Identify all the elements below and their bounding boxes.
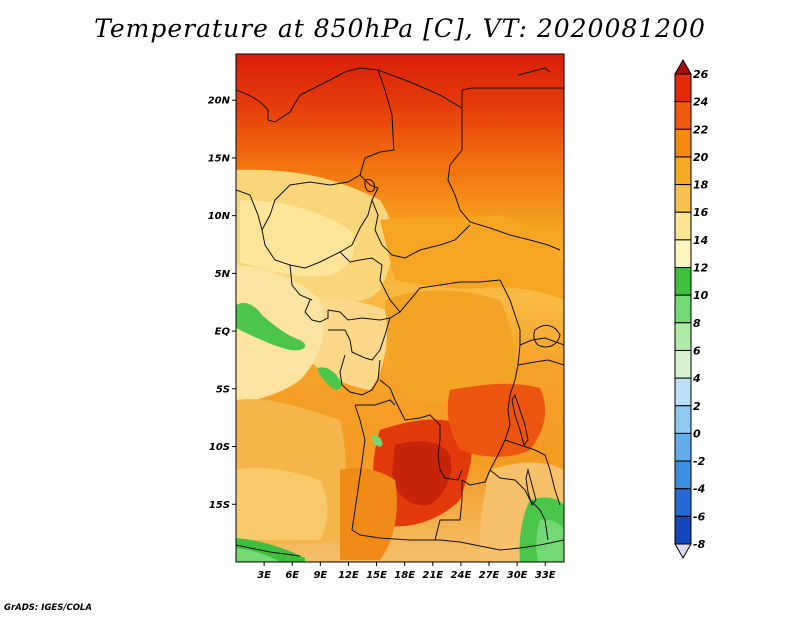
colorbar-box bbox=[674, 460, 692, 490]
colorbar-label: 14 bbox=[693, 234, 708, 247]
country-borders bbox=[236, 67, 564, 557]
lon-tick-label: 30E bbox=[507, 570, 528, 581]
colorbar-box bbox=[674, 515, 692, 545]
colorbar-label: 16 bbox=[693, 206, 709, 219]
lat-tick-label: 5S bbox=[216, 384, 230, 395]
lat-tick-label: 10S bbox=[209, 442, 230, 453]
colorbar-label: 2 bbox=[693, 400, 701, 413]
lon-tick-label: 9E bbox=[313, 570, 327, 581]
lat-tick-label: EQ bbox=[215, 327, 231, 338]
colorbar-box bbox=[674, 349, 692, 379]
lon-tick-label: 3E bbox=[257, 570, 271, 581]
colorbar-label: 8 bbox=[693, 317, 701, 330]
colorbar-label: 10 bbox=[693, 289, 709, 302]
latitude-axis: 20N 15N 10N 5N EQ 5S 10S 15S bbox=[208, 96, 236, 511]
lon-tick-label: 21E bbox=[422, 570, 443, 581]
colorbar-box bbox=[674, 239, 692, 269]
colorbar-box bbox=[674, 405, 692, 434]
colorbar-label: 22 bbox=[693, 123, 709, 136]
lon-tick-label: 18E bbox=[394, 570, 415, 581]
colorbar-box bbox=[674, 101, 692, 130]
colorbar-box bbox=[674, 377, 692, 407]
colorbar-box bbox=[674, 267, 692, 296]
colorbar-label: 26 bbox=[693, 68, 709, 81]
lat-tick-label: 10N bbox=[208, 211, 231, 222]
lat-tick-label: 20N bbox=[208, 96, 231, 107]
colorbar-top-triangle bbox=[674, 58, 692, 75]
lon-tick-label: 6E bbox=[285, 570, 299, 581]
colorbar-label: -4 bbox=[693, 483, 705, 496]
map-frame bbox=[235, 53, 565, 563]
colorbar-label: 24 bbox=[693, 96, 708, 109]
colorbar-label: 20 bbox=[693, 151, 709, 164]
lon-tick-label: 12E bbox=[338, 570, 359, 581]
colorbar-box bbox=[674, 488, 692, 517]
colorbar-box bbox=[674, 432, 692, 462]
lat-tick-label: 15S bbox=[209, 500, 230, 511]
lat-tick-label: 5N bbox=[215, 269, 231, 280]
longitude-axis: 3E 6E 9E 12E 15E 18E 21E 24E 27E 30E 33E bbox=[257, 562, 556, 581]
lon-tick-label: 33E bbox=[535, 570, 556, 581]
colorbar-box bbox=[674, 73, 692, 103]
colorbar-box bbox=[674, 184, 692, 213]
lon-tick-label: 15E bbox=[366, 570, 387, 581]
colorbar-box bbox=[674, 322, 692, 351]
colorbar-label: 6 bbox=[693, 344, 701, 357]
colorbar-box bbox=[674, 211, 692, 241]
colorbar-box bbox=[674, 156, 692, 186]
colorbar-label: -8 bbox=[693, 538, 706, 551]
lon-tick-label: 27E bbox=[479, 570, 500, 581]
grads-credit: GrADS: IGES/COLA bbox=[4, 603, 92, 613]
colorbar-bottom-triangle bbox=[674, 543, 692, 560]
colorbar-box bbox=[674, 128, 692, 158]
map-title: Temperature at 850hPa [C], VT: 202008120… bbox=[94, 14, 706, 43]
colorbar-label: 4 bbox=[692, 372, 701, 385]
colorbar-label: -6 bbox=[693, 510, 706, 523]
colorbar-label: 12 bbox=[693, 262, 709, 275]
lon-tick-label: 24E bbox=[451, 570, 472, 581]
colorbar-label: -2 bbox=[693, 455, 706, 468]
colorbar-box bbox=[674, 294, 692, 324]
temperature-field bbox=[236, 54, 564, 562]
colorbar-label: 18 bbox=[693, 179, 709, 192]
colorbar-label: 0 bbox=[693, 427, 701, 440]
lat-tick-label: 15N bbox=[208, 153, 231, 164]
